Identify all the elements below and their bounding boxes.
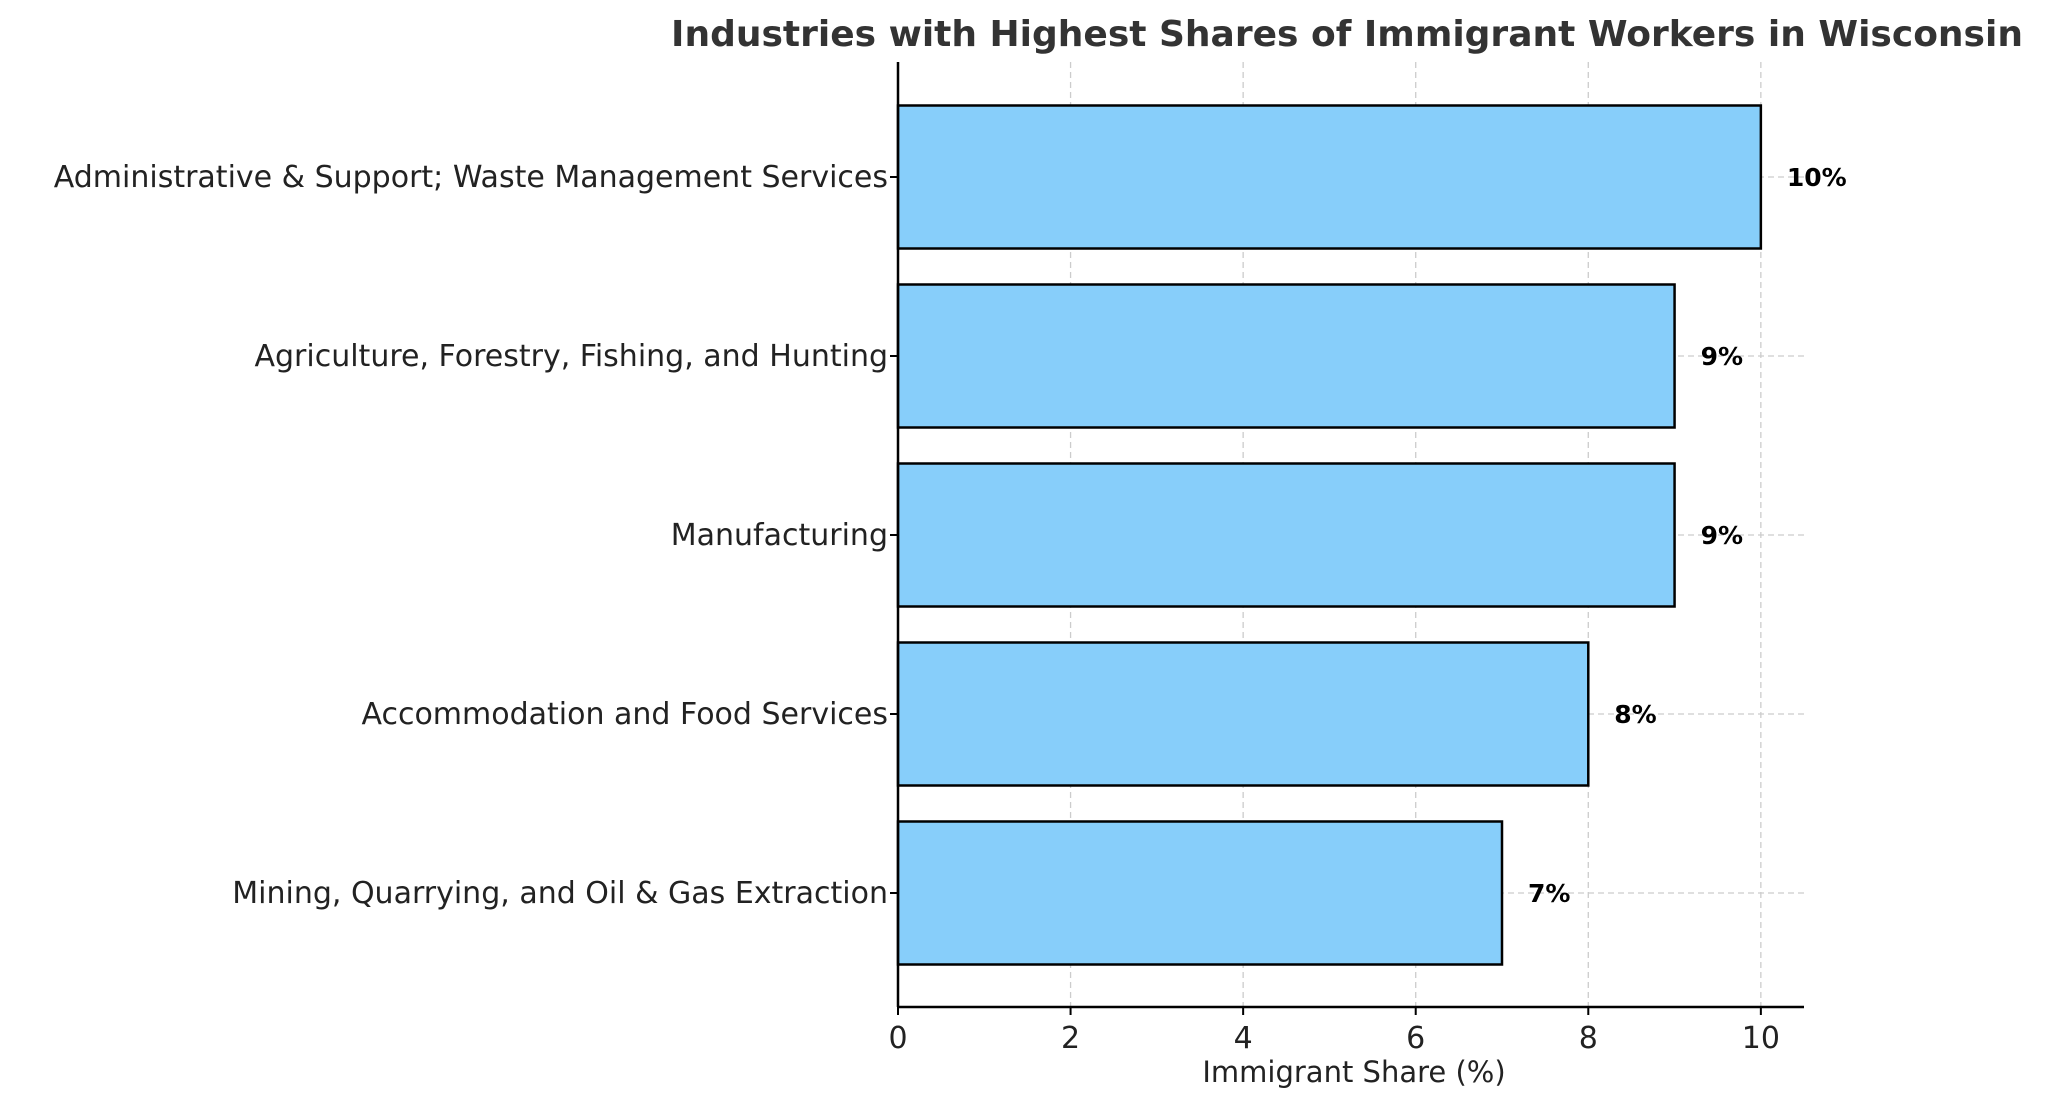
bar-value-label: 9% xyxy=(1701,521,1743,550)
bar xyxy=(896,641,1590,787)
bars xyxy=(896,104,1763,966)
labels: 10% Administrative & Support; Waste Manag… xyxy=(54,160,1847,1056)
bar xyxy=(896,820,1504,966)
x-axis-label: Immigrant Share (%) xyxy=(1202,1055,1505,1089)
bar xyxy=(896,283,1676,429)
axes xyxy=(890,62,1804,1015)
category-label: Administrative & Support; Waste Manageme… xyxy=(54,160,888,195)
bar-value-label: 8% xyxy=(1614,700,1656,729)
x-tick-label: 10 xyxy=(1742,1021,1780,1056)
bar xyxy=(896,104,1763,250)
x-tick-label: 0 xyxy=(888,1021,907,1056)
bar-value-label: 9% xyxy=(1701,342,1743,371)
bar-value-label: 7% xyxy=(1528,879,1570,908)
x-tick-label: 2 xyxy=(1061,1021,1080,1056)
x-tick-label: 8 xyxy=(1579,1021,1598,1056)
chart-title: Industries with Highest Shares of Immigr… xyxy=(671,14,2023,55)
x-tick-label: 6 xyxy=(1406,1021,1425,1056)
category-label: Accommodation and Food Services xyxy=(361,697,888,732)
bar-value-label: 10% xyxy=(1787,163,1847,192)
category-label: Manufacturing xyxy=(671,518,888,553)
x-tick-label: 4 xyxy=(1234,1021,1253,1056)
category-label: Mining, Quarrying, and Oil & Gas Extract… xyxy=(232,876,888,911)
bar xyxy=(896,462,1676,608)
category-label: Agriculture, Forestry, Fishing, and Hunt… xyxy=(254,339,888,374)
